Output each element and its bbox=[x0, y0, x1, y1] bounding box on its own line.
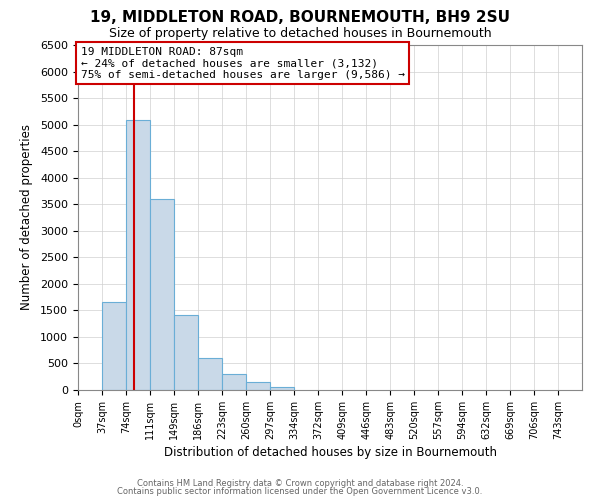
Bar bbox=[270, 387, 294, 390]
Bar bbox=[150, 199, 173, 390]
Text: Size of property relative to detached houses in Bournemouth: Size of property relative to detached ho… bbox=[109, 28, 491, 40]
Text: Contains public sector information licensed under the Open Government Licence v3: Contains public sector information licen… bbox=[118, 488, 482, 496]
Bar bbox=[246, 382, 270, 390]
Bar bbox=[198, 358, 222, 390]
X-axis label: Distribution of detached houses by size in Bournemouth: Distribution of detached houses by size … bbox=[163, 446, 497, 459]
Text: 19 MIDDLETON ROAD: 87sqm
← 24% of detached houses are smaller (3,132)
75% of sem: 19 MIDDLETON ROAD: 87sqm ← 24% of detach… bbox=[80, 46, 404, 80]
Y-axis label: Number of detached properties: Number of detached properties bbox=[20, 124, 33, 310]
Bar bbox=[126, 120, 150, 390]
Text: Contains HM Land Registry data © Crown copyright and database right 2024.: Contains HM Land Registry data © Crown c… bbox=[137, 478, 463, 488]
Text: 19, MIDDLETON ROAD, BOURNEMOUTH, BH9 2SU: 19, MIDDLETON ROAD, BOURNEMOUTH, BH9 2SU bbox=[90, 10, 510, 25]
Bar bbox=[174, 314, 198, 390]
Bar bbox=[102, 302, 126, 390]
Bar bbox=[222, 374, 246, 390]
